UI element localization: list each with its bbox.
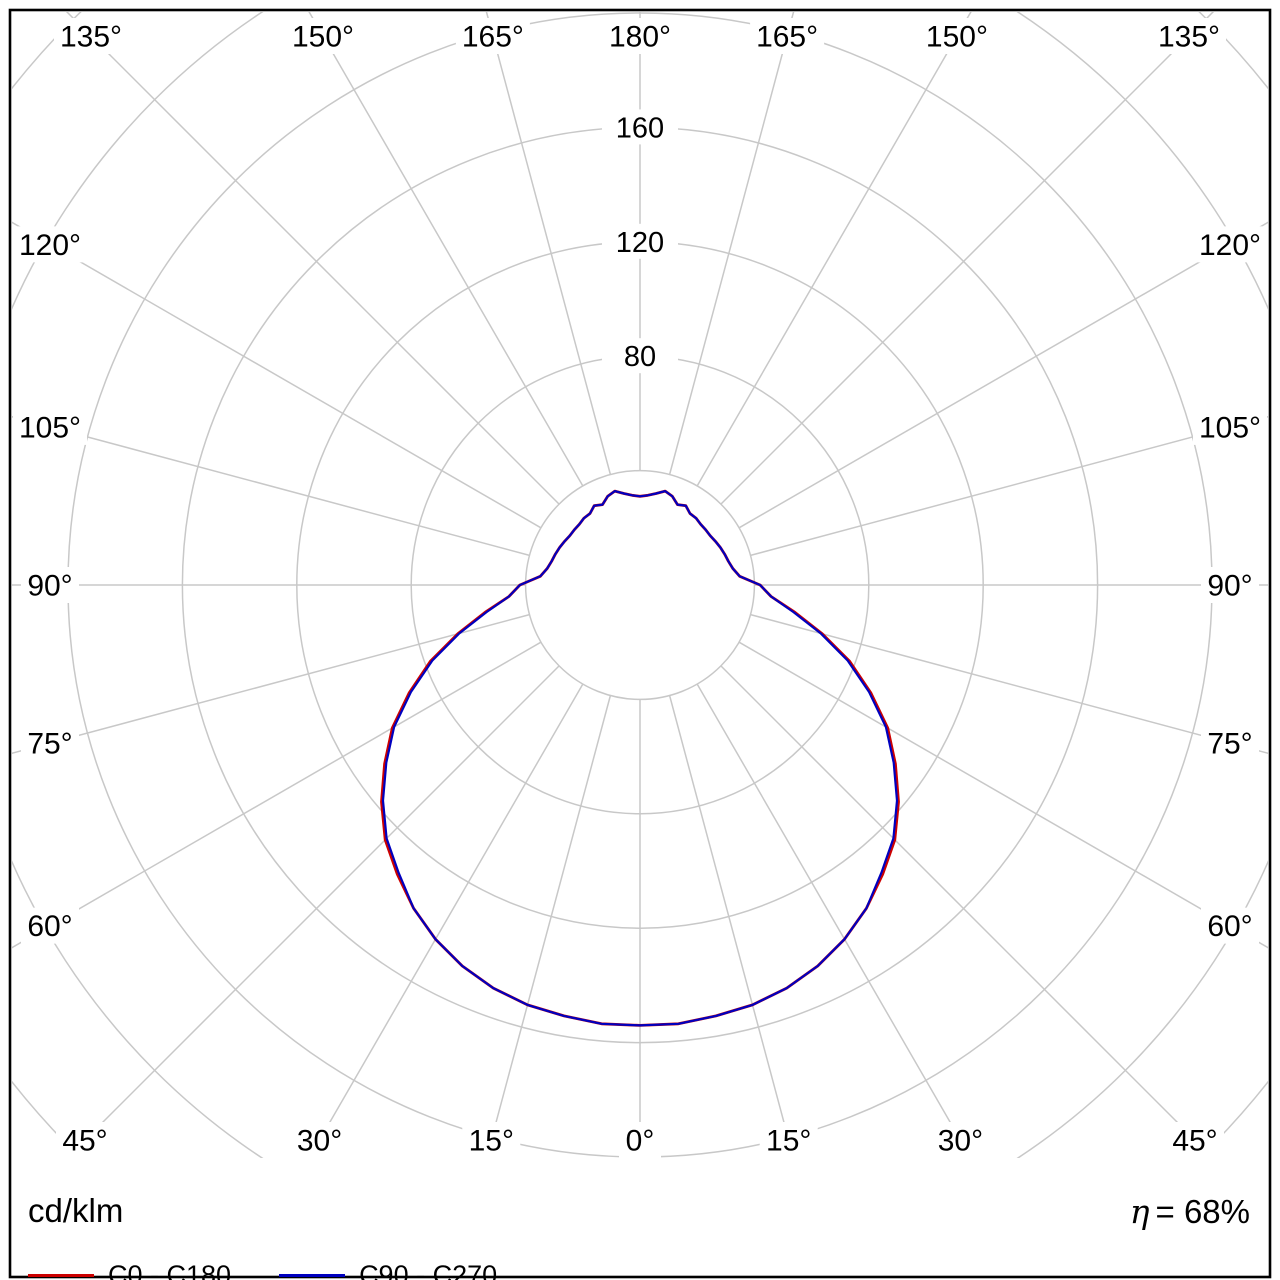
svg-text:30°: 30°: [938, 1125, 983, 1158]
svg-text:150°: 150°: [926, 21, 988, 54]
legend-label-c90: C90 - C270: [359, 1259, 498, 1280]
svg-text:45°: 45°: [1172, 1125, 1217, 1158]
svg-text:60°: 60°: [1207, 910, 1252, 943]
svg-text:75°: 75°: [1207, 728, 1252, 761]
svg-text:90°: 90°: [1207, 570, 1252, 603]
svg-text:45°: 45°: [62, 1125, 107, 1158]
units-label: cd/klm: [28, 1192, 124, 1229]
svg-text:120°: 120°: [1199, 229, 1261, 262]
svg-text:60°: 60°: [27, 910, 72, 943]
svg-text:120°: 120°: [19, 229, 81, 262]
legend-line-c0-icon: [28, 1273, 94, 1277]
svg-text:120: 120: [616, 227, 664, 259]
svg-text:105°: 105°: [1199, 411, 1261, 444]
eta-value: = 68%: [1155, 1193, 1251, 1230]
svg-text:180°: 180°: [609, 21, 671, 54]
svg-text:135°: 135°: [60, 21, 122, 54]
svg-text:75°: 75°: [27, 728, 72, 761]
eta-symbol: η: [1129, 1192, 1150, 1231]
efficiency-label: η = 68%: [1130, 1192, 1250, 1231]
svg-text:80: 80: [624, 341, 656, 373]
legend-line-c90-icon: [279, 1273, 346, 1277]
svg-text:90°: 90°: [27, 570, 72, 603]
svg-text:15°: 15°: [766, 1125, 811, 1158]
svg-text:105°: 105°: [19, 411, 81, 444]
legend-label-c0: C0 - C180: [108, 1259, 232, 1280]
svg-text:150°: 150°: [292, 21, 354, 54]
svg-text:0°: 0°: [626, 1125, 655, 1158]
svg-text:30°: 30°: [297, 1125, 342, 1158]
legend: C0 - C180 C90 - C270: [28, 1260, 497, 1280]
svg-text:15°: 15°: [469, 1125, 514, 1158]
svg-text:160: 160: [616, 112, 664, 144]
svg-text:135°: 135°: [1158, 21, 1220, 54]
svg-text:165°: 165°: [462, 21, 524, 54]
svg-text:165°: 165°: [756, 21, 818, 54]
